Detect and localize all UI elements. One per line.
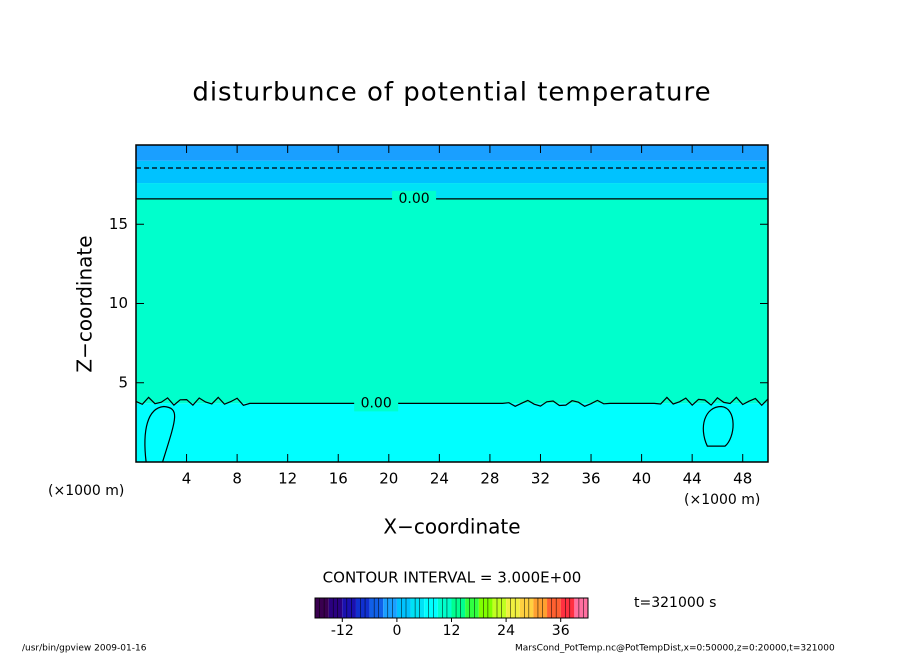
fill-band xyxy=(136,145,768,161)
contour-line xyxy=(702,405,734,447)
y-axis-label: Z−coordinate xyxy=(73,235,97,372)
x-unit: (×1000 m) xyxy=(684,492,760,508)
contour-interval: CONTOUR INTERVAL = 3.000E+00 xyxy=(323,569,582,587)
fill-band xyxy=(136,183,768,199)
x-tick-label: 44 xyxy=(683,470,702,488)
colorbar-swatch xyxy=(383,598,397,618)
colorbar-tick-label: 24 xyxy=(497,623,515,639)
footer-left: /usr/bin/gpview 2009-01-16 xyxy=(22,644,147,654)
colorbar-swatch xyxy=(396,598,411,618)
contour-line xyxy=(144,405,176,463)
colorbar-tick-label: 12 xyxy=(443,623,461,639)
time-label: t=321000 s xyxy=(634,595,716,611)
fill-band xyxy=(136,403,768,462)
x-tick-label: 4 xyxy=(182,470,192,488)
colorbar-swatch xyxy=(547,598,561,618)
x-tick-label: 12 xyxy=(278,470,297,488)
colorbar-swatch xyxy=(315,598,329,618)
fill-band xyxy=(136,160,768,184)
colorbar-swatch xyxy=(355,598,370,618)
colorbar-swatch xyxy=(533,598,548,618)
colorbar-swatch xyxy=(424,598,438,618)
x-tick-label: 24 xyxy=(430,470,449,488)
chart-title: disturbunce of potential temperature xyxy=(192,78,711,108)
colorbar-swatch xyxy=(437,598,452,618)
x-tick-label: 8 xyxy=(232,470,242,488)
colorbar-swatch xyxy=(519,598,534,618)
x-tick-label: 36 xyxy=(581,470,600,488)
colorbar-swatch xyxy=(465,598,479,618)
contour-line xyxy=(135,396,769,407)
colorbar-swatch xyxy=(492,598,507,618)
contour-label-bg xyxy=(354,395,399,412)
y-tick-label: 15 xyxy=(109,215,128,233)
y-tick-label: 10 xyxy=(109,294,128,312)
colorbar-swatch xyxy=(410,598,425,618)
x-tick-label: 40 xyxy=(632,470,651,488)
colorbar-swatch xyxy=(560,598,575,618)
x-axis-label: X−coordinate xyxy=(383,515,520,539)
colorbar-tick-label: 36 xyxy=(552,623,570,639)
colorbar-swatch xyxy=(328,598,343,618)
x-tick-label: 32 xyxy=(531,470,550,488)
colorbar-swatch xyxy=(342,598,356,618)
y-unit: (×1000 m) xyxy=(48,483,124,499)
contour-label-bg xyxy=(392,190,437,207)
x-tick-label: 28 xyxy=(480,470,499,488)
contour-label: 0.00 xyxy=(361,395,392,411)
fill-band xyxy=(136,198,768,404)
colorbar-swatch xyxy=(478,598,493,618)
x-tick-label: 16 xyxy=(329,470,348,488)
colorbar-swatch xyxy=(451,598,466,618)
colorbar-swatch xyxy=(369,598,384,618)
x-tick-label: 20 xyxy=(379,470,398,488)
y-tick-label: 5 xyxy=(118,373,128,391)
x-tick-label: 48 xyxy=(733,470,752,488)
contour-label: 0.00 xyxy=(398,191,429,207)
colorbar-tick-label: 0 xyxy=(392,623,401,639)
colorbar-swatch xyxy=(506,598,520,618)
colorbar-tick-label: -12 xyxy=(331,623,354,639)
footer-right: MarsCond_PotTemp.nc@PotTempDist,x=0:5000… xyxy=(515,644,835,654)
colorbar-swatch xyxy=(574,598,588,618)
